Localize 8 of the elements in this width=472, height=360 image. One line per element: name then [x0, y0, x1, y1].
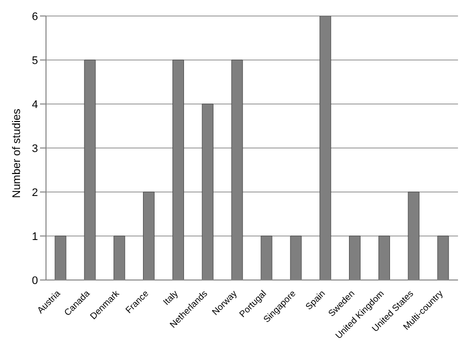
y-tick-label: 4 — [32, 98, 38, 111]
y-tick-label: 2 — [32, 186, 38, 199]
y-tick-label: 0 — [32, 274, 38, 287]
y-tick-label: 1 — [32, 230, 38, 243]
y-axis-title: Number of studies — [10, 108, 23, 198]
y-tick-label: 6 — [32, 10, 38, 23]
y-tick-label: 3 — [32, 142, 38, 155]
y-tick-label: 5 — [32, 54, 38, 67]
